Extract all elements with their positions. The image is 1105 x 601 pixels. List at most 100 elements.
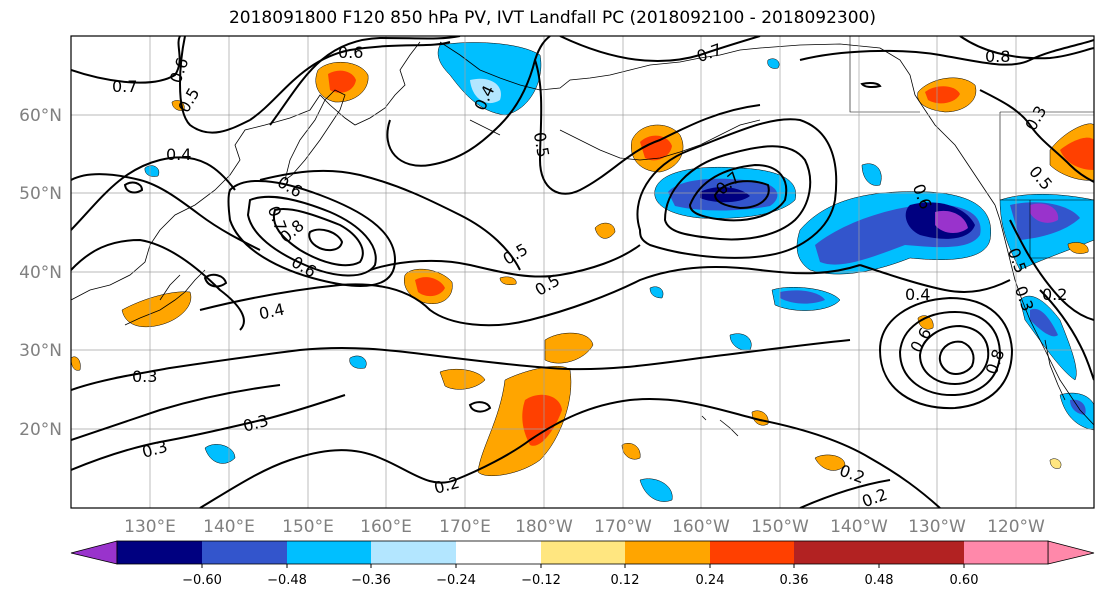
colorbar-tick-label: −0.36 xyxy=(351,573,391,588)
lat-label: 40°N xyxy=(19,263,62,283)
shade-light-bering xyxy=(470,78,501,104)
contour-subtrop-high-outer xyxy=(878,296,1014,410)
colorbar-frame xyxy=(116,540,1049,565)
contour-label: 0.4 xyxy=(166,145,191,164)
boundary-canada xyxy=(849,36,1094,259)
lon-label: 140°W xyxy=(830,517,888,537)
shade-orange-small5 xyxy=(621,442,641,460)
contour-subtrop-high-mid xyxy=(898,310,1002,397)
shade-dark-mid1 xyxy=(780,290,825,304)
contour-label: 0.6 xyxy=(338,43,363,62)
shade-blue-small8 xyxy=(144,165,160,177)
map-layers: 0.6 0.7 0.6 0.5 0.4 0.4 0.5 0.7 0.8 0.3 … xyxy=(71,36,1094,512)
map-frame xyxy=(70,35,1095,509)
coast-aleutians xyxy=(469,119,761,161)
contour-label: 0.3 xyxy=(132,367,157,386)
shade-red-aleutian xyxy=(640,135,672,161)
lat-label: 30°N xyxy=(19,341,62,361)
contour-mid-03 xyxy=(71,339,851,391)
contour-05-dip xyxy=(534,59,761,195)
shade-purple-offshore-pnw xyxy=(935,210,968,234)
contour-mid-05a xyxy=(259,169,521,271)
shade-dark-coast-strip xyxy=(1030,308,1058,337)
contour-small-loop3 xyxy=(123,181,144,194)
lat-label: 20°N xyxy=(19,420,62,440)
contour-07-nw xyxy=(71,36,181,84)
contour-mid-04 xyxy=(71,156,236,231)
coast-hawaii xyxy=(701,415,739,437)
contour-asia-east xyxy=(71,173,261,251)
colorbar-tick-label: −0.60 xyxy=(182,573,222,588)
shade-blue-small4 xyxy=(349,355,367,369)
lon-label: 160°E xyxy=(360,517,412,537)
contour-06-nw xyxy=(179,36,251,134)
colorbar-segment xyxy=(117,541,202,564)
contour-mid-05b xyxy=(369,244,641,278)
contour-label: 0.4 xyxy=(257,300,286,324)
shade-orange-small3 xyxy=(814,454,846,471)
shade-orange-small9 xyxy=(71,356,81,371)
contour-label: 0.4 xyxy=(905,285,930,304)
coast-asia xyxy=(71,41,421,301)
lon-label: 170°W xyxy=(594,517,652,537)
positive-anomaly-shading xyxy=(71,61,1094,477)
colorbar-tick-label: −0.48 xyxy=(267,573,307,588)
colorbar-segment xyxy=(964,541,1048,564)
lat-label: 60°N xyxy=(19,106,62,126)
colorbar-tick-label: −0.12 xyxy=(521,573,561,588)
contour-label: 0.2 xyxy=(859,485,889,512)
contour-ak-low-mid xyxy=(663,145,812,241)
colorbar-tick-label: 0.60 xyxy=(950,573,979,588)
contour-08-nw xyxy=(959,36,1094,60)
contour-labels: 0.6 0.7 0.6 0.5 0.4 0.4 0.5 0.7 0.8 0.3 … xyxy=(112,40,1067,512)
contour-ak-low-inner xyxy=(688,163,788,222)
lon-label: 130°W xyxy=(908,517,966,537)
shade-red-dateline xyxy=(522,394,562,446)
shade-blue-small6 xyxy=(861,163,882,186)
contour-mid-04b xyxy=(199,264,861,327)
contour-kamchatka-core xyxy=(308,228,344,252)
colorbar-segment xyxy=(456,541,541,564)
colorbar-segment xyxy=(879,541,964,564)
negative-anomaly-shading xyxy=(144,42,1094,502)
colorbar-tick-label: 0.48 xyxy=(865,573,894,588)
colorbar-extend-max xyxy=(1047,540,1095,565)
contour-japan-low xyxy=(71,238,245,331)
shade-purple-coast xyxy=(1030,203,1059,223)
contour-ak-low-outer xyxy=(636,118,838,259)
contour-label: 0.2 xyxy=(1042,285,1067,304)
lon-label: 150°W xyxy=(751,517,809,537)
shade-red-midpac xyxy=(415,277,445,297)
coast-na-west xyxy=(994,204,1094,426)
colorbar-segment xyxy=(287,541,371,564)
shade-orange-small2 xyxy=(594,222,616,239)
shade-blue-small2 xyxy=(639,478,673,502)
colorbar-segment xyxy=(625,541,710,564)
contour-06-arc xyxy=(269,36,461,126)
contour-westpac-03 xyxy=(71,384,281,441)
shade-red-kamchatka xyxy=(328,70,356,93)
shade-orange-small1 xyxy=(439,369,486,390)
contour-south-02 xyxy=(199,398,941,508)
shade-orange-small10 xyxy=(499,276,517,285)
lon-label: 160°W xyxy=(672,517,730,537)
colorbar-tick-label: −0.24 xyxy=(436,573,476,588)
colorbar-tick-label: 0.12 xyxy=(611,573,640,588)
contour-sw-03 xyxy=(71,394,346,471)
contour-label: 0.7 xyxy=(112,77,137,96)
colorbar-tick-label: 0.36 xyxy=(780,573,809,588)
contour-ak-low-core xyxy=(713,180,770,210)
contour-label: 0.8 xyxy=(985,47,1010,66)
contour-east-02 xyxy=(1039,289,1094,381)
contour-07-top xyxy=(559,36,761,63)
contour-small-loop2 xyxy=(203,273,228,288)
colorbar: −0.60 −0.48 −0.36 −0.24 −0.12 0.12 0.24 … xyxy=(70,540,1095,588)
shade-orange-small7 xyxy=(1067,242,1089,254)
lon-label: 130°E xyxy=(124,517,176,537)
shade-blue-small1 xyxy=(204,444,236,464)
contour-kamchatka-inner xyxy=(272,208,364,267)
contour-subtrop-high-inner xyxy=(918,324,990,386)
shade-yellow-small1 xyxy=(1049,458,1062,469)
coast-na-baja xyxy=(1044,339,1066,401)
contour-subtrop-high-core xyxy=(938,340,975,375)
